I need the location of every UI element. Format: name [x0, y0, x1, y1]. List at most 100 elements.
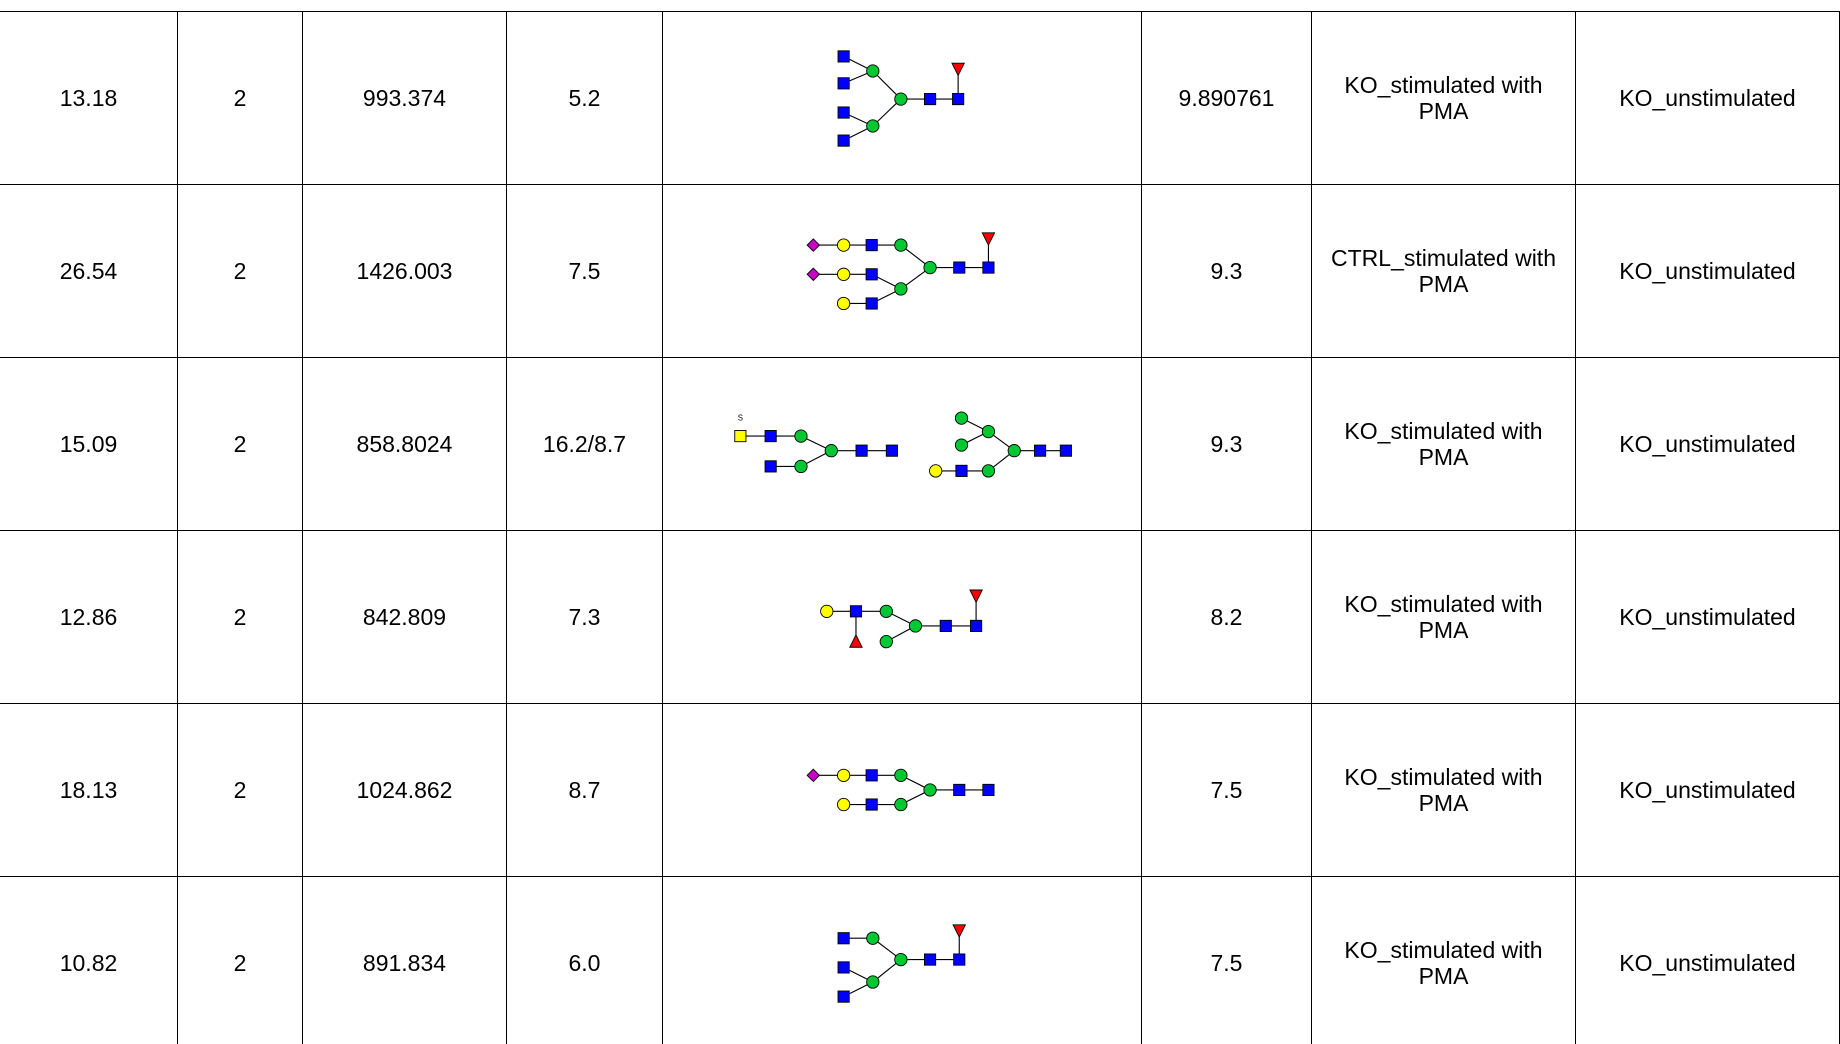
table-cell: KO_unstimulated — [1576, 531, 1840, 704]
glcnac — [866, 268, 877, 279]
glcnac — [866, 769, 877, 780]
table-cell: 10.82 — [0, 877, 178, 1044]
glycan-cell — [663, 185, 1142, 358]
glycan-structure — [673, 532, 1131, 703]
fucose — [952, 63, 964, 75]
table-cell: KO_unstimulated — [1576, 12, 1840, 185]
table-cell: KO_stimulated with PMA — [1312, 358, 1576, 531]
mannose — [895, 769, 907, 781]
glycan-structure — [673, 878, 1131, 1044]
table-cell: 9.890761 — [1142, 12, 1312, 185]
table-cell: 7.5 — [1142, 704, 1312, 877]
galactose — [821, 605, 833, 617]
glcnac — [850, 605, 861, 616]
glcnac — [838, 106, 849, 117]
glycan-cell — [663, 877, 1142, 1044]
glycan-structure — [673, 186, 1131, 357]
table-cell: KO_stimulated with PMA — [1312, 12, 1576, 185]
table-cell: 16.2/8.7 — [507, 358, 663, 531]
mannose — [880, 635, 892, 647]
table-cell: 5.2 — [507, 12, 663, 185]
glcnac — [765, 460, 776, 471]
mannose — [924, 261, 936, 273]
table-cell: 8.7 — [507, 704, 663, 877]
mannose — [955, 411, 967, 423]
fucose — [970, 589, 982, 601]
glycan-cell — [663, 531, 1142, 704]
table-cell: 7.3 — [507, 531, 663, 704]
mannose — [795, 429, 807, 441]
table-cell: KO_unstimulated — [1576, 358, 1840, 531]
glcnac — [886, 445, 897, 456]
table-cell: 993.374 — [303, 12, 507, 185]
table-cell: 12.86 — [0, 531, 178, 704]
mannose — [867, 64, 879, 76]
fucose — [850, 634, 862, 646]
glcnac — [866, 239, 877, 250]
galactose — [837, 238, 849, 250]
glcnac — [970, 620, 981, 631]
mannose — [1008, 444, 1020, 456]
glcnac — [953, 93, 964, 104]
glcnac — [838, 134, 849, 145]
table-cell: 2 — [178, 704, 303, 877]
table-cell: 26.54 — [0, 185, 178, 358]
galactose — [837, 297, 849, 309]
mannose — [895, 92, 907, 104]
glcnac — [924, 953, 935, 964]
fucose — [982, 232, 994, 244]
sialic-acid — [807, 238, 819, 250]
glycan-structure — [673, 13, 1131, 184]
table-cell: 842.809 — [303, 531, 507, 704]
glycan-label: S — [738, 413, 743, 422]
glcnac — [954, 953, 965, 964]
table-cell: 891.834 — [303, 877, 507, 1044]
glcnac — [983, 261, 994, 272]
sialic-acid — [807, 769, 819, 781]
table-cell: 2 — [178, 185, 303, 358]
glycan-structure — [673, 705, 1131, 876]
table-cell: 2 — [178, 12, 303, 185]
glcnac — [838, 50, 849, 61]
table-cell: 8.2 — [1142, 531, 1312, 704]
glcnac — [983, 784, 994, 795]
table-page: 13.182993.3745.29.890761KO_stimulated wi… — [0, 0, 1840, 1044]
mannose — [880, 605, 892, 617]
galnac — [735, 430, 746, 441]
glcnac — [838, 932, 849, 943]
glcnac — [954, 261, 965, 272]
glcnac — [1034, 445, 1045, 456]
mannose — [867, 975, 879, 987]
table-cell: 858.8024 — [303, 358, 507, 531]
table-cell: 6.0 — [507, 877, 663, 1044]
galactose — [930, 464, 942, 476]
glcnac — [954, 784, 965, 795]
mannose — [955, 438, 967, 450]
mannose — [825, 444, 837, 456]
glcnac — [1060, 445, 1071, 456]
table-cell: 9.3 — [1142, 358, 1312, 531]
table-cell: KO_stimulated with PMA — [1312, 704, 1576, 877]
mannose — [895, 238, 907, 250]
galactose — [837, 268, 849, 280]
mannose — [895, 798, 907, 810]
glcnac — [956, 465, 967, 476]
mannose — [982, 425, 994, 437]
mannose — [895, 953, 907, 965]
table-cell: 7.5 — [1142, 877, 1312, 1044]
glycan-cell: S — [663, 358, 1142, 531]
mannose — [867, 932, 879, 944]
glcnac — [924, 93, 935, 104]
glcnac — [765, 430, 776, 441]
table-cell: KO_unstimulated — [1576, 877, 1840, 1044]
glcnac — [856, 445, 867, 456]
table-cell: 2 — [178, 531, 303, 704]
glcnac — [940, 620, 951, 631]
galactose — [837, 769, 849, 781]
table-cell: KO_unstimulated — [1576, 704, 1840, 877]
glcnac — [838, 77, 849, 88]
mannose — [909, 619, 921, 631]
table-cell: 9.3 — [1142, 185, 1312, 358]
mannose — [895, 282, 907, 294]
table-cell: KO_stimulated with PMA — [1312, 877, 1576, 1044]
